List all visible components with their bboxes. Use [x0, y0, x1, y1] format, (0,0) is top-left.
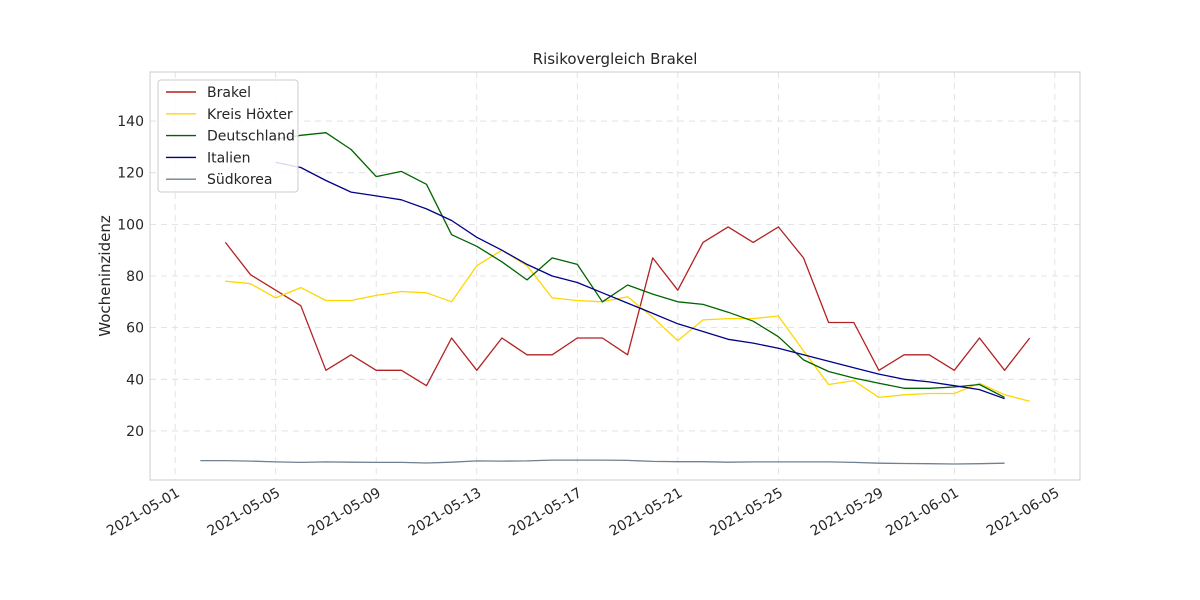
series-line-deutschland: [275, 132, 1005, 398]
legend-label: Kreis Höxter: [207, 107, 293, 123]
series-line-kreis-h-xter: [225, 249, 1030, 402]
series-lines: [200, 132, 1031, 465]
y-tick-label: 60: [126, 321, 144, 337]
legend-label: Italien: [207, 150, 250, 166]
chart-title: Risikovergleich Brakel: [533, 50, 698, 68]
plot-frame: [149, 71, 1081, 481]
series-line-brakel: [224, 226, 1031, 387]
legend-label: Brakel: [207, 85, 251, 101]
y-axis-title: Wocheninzidenz: [96, 215, 114, 337]
legend: Brakel Kreis Höxter Deutschland Italien Südk…: [157, 79, 299, 193]
y-tick-label: 20: [126, 424, 144, 440]
y-axis-ticks: 20 40 60 80 100 120 140: [117, 114, 144, 440]
y-tick-label: 120: [117, 166, 144, 182]
legend-box: [157, 79, 299, 193]
legend-label: Deutschland: [207, 129, 295, 145]
series-line-s-dkorea: [200, 459, 1005, 465]
legend-label: Südkorea: [207, 172, 272, 188]
y-tick-label: 100: [117, 217, 144, 233]
y-tick-label: 40: [126, 372, 144, 388]
y-tick-label: 80: [126, 269, 144, 285]
y-tick-label: 140: [117, 114, 144, 130]
series-line-italien: [275, 161, 1005, 400]
